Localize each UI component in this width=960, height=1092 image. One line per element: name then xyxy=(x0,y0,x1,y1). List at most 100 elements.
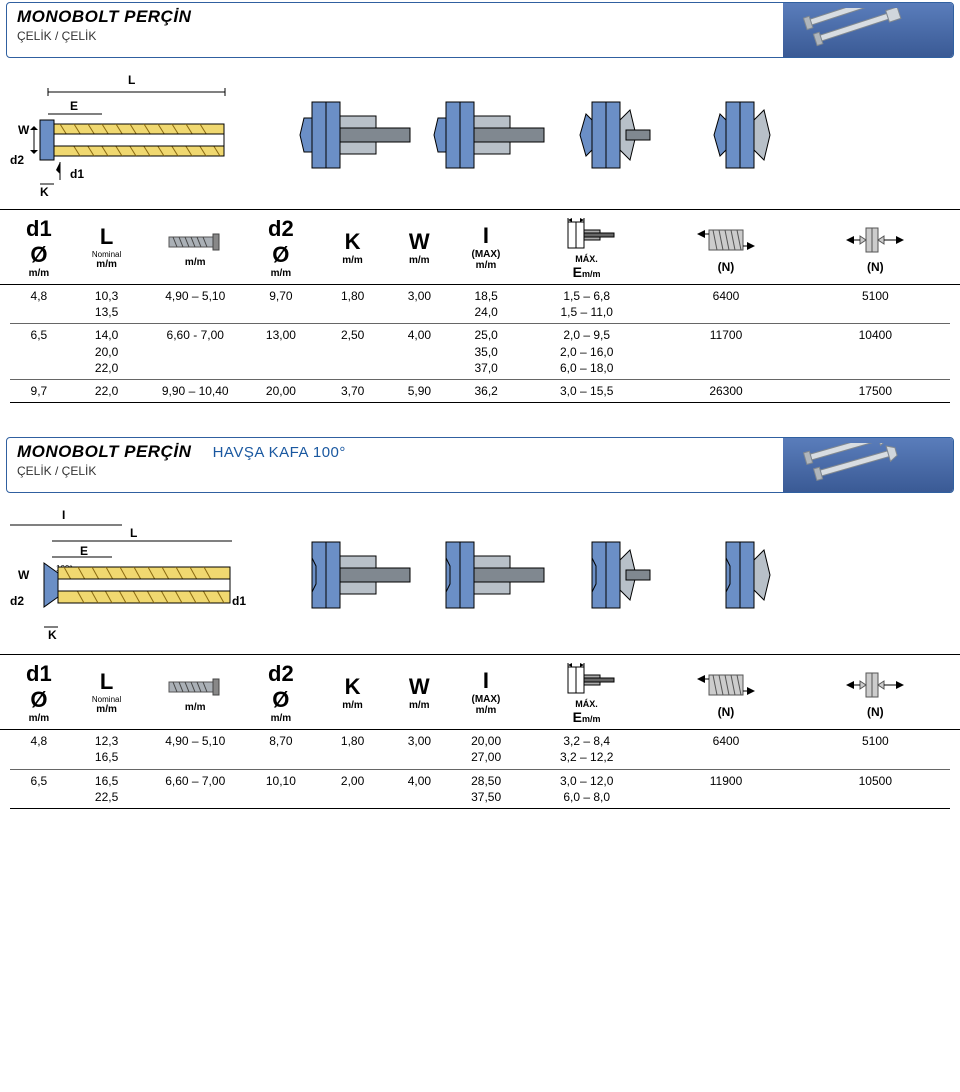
table-row: 6,516,522,56,60 – 7,0010,102,004,0028,50… xyxy=(10,769,950,808)
diagram-install-1b xyxy=(432,70,552,203)
svg-text:W: W xyxy=(18,123,30,137)
titlebar-image-2 xyxy=(783,438,953,492)
section-2: MONOBOLT PERÇİN HAVŞA KAFA 100° ÇELİK / … xyxy=(0,437,960,809)
svg-text:L: L xyxy=(130,526,137,540)
shear-icon xyxy=(691,222,761,258)
cell-tol: 6,60 - 7,00 xyxy=(145,324,245,380)
diagram-row-2: I L E 100º W xyxy=(0,501,960,654)
diagram-install-2c xyxy=(566,510,686,643)
cell-E: 3,0 – 15,5 xyxy=(522,379,651,402)
cell-I: 25,035,037,0 xyxy=(450,324,522,380)
cell-K: 3,70 xyxy=(317,379,389,402)
table-header-1: d1 Ø m/m L Nominal m/m m/m d2 Ø m/m K m/… xyxy=(0,209,960,285)
cell-K: 1,80 xyxy=(317,730,389,769)
table-row: 6,514,020,022,06,60 - 7,0013,002,504,002… xyxy=(10,324,950,380)
cell-d2: 13,00 xyxy=(245,324,317,380)
cell-L: 14,020,022,0 xyxy=(68,324,146,380)
cell-d1: 6,5 xyxy=(10,324,68,380)
cell-I: 18,524,0 xyxy=(450,285,522,324)
screw-icon xyxy=(167,674,223,700)
col-E: MÁX. Em/m xyxy=(522,210,651,284)
cell-N2: 17500 xyxy=(801,379,950,402)
col-W: W m/m xyxy=(388,655,450,729)
cell-L: 12,316,5 xyxy=(68,730,146,769)
col-N2: (N) xyxy=(801,655,950,729)
cell-tol: 4,90 – 5,10 xyxy=(145,285,245,324)
rivet-photo-icon xyxy=(803,443,898,482)
col-K: K m/m xyxy=(317,210,389,284)
cell-L: 16,522,5 xyxy=(68,769,146,808)
section-1: MONOBOLT PERÇİN ÇELİK / ÇELİK xyxy=(0,2,960,403)
cell-I: 20,0027,00 xyxy=(450,730,522,769)
svg-text:W: W xyxy=(18,568,30,582)
titlebar-1: MONOBOLT PERÇİN ÇELİK / ÇELİK xyxy=(6,2,954,58)
diagram-install-1c xyxy=(566,70,686,203)
svg-text:E: E xyxy=(70,99,78,113)
cell-N1: 26300 xyxy=(651,379,800,402)
cell-d1: 9,7 xyxy=(10,379,68,402)
titlebar-left-1: MONOBOLT PERÇİN ÇELİK / ÇELİK xyxy=(7,3,783,57)
cell-E: 3,2 – 8,43,2 – 12,2 xyxy=(522,730,651,769)
svg-text:d2: d2 xyxy=(10,153,24,167)
svg-text:d1: d1 xyxy=(70,167,84,181)
cell-E: 3,0 – 12,06,0 – 8,0 xyxy=(522,769,651,808)
diagram-install-1a xyxy=(298,70,418,203)
col-d1: d1 Ø m/m xyxy=(10,210,68,284)
col-I: I (MAX) m/m xyxy=(450,210,522,284)
col-N2: (N) xyxy=(801,210,950,284)
tensile-icon xyxy=(840,667,910,703)
cell-tol: 4,90 – 5,10 xyxy=(145,730,245,769)
svg-text:L: L xyxy=(128,73,135,87)
rivet-photo-icon xyxy=(803,8,900,46)
cell-L: 10,313,5 xyxy=(68,285,146,324)
cell-W: 4,00 xyxy=(389,324,451,380)
cell-N2: 5100 xyxy=(801,285,950,324)
cell-d2: 10,10 xyxy=(245,769,317,808)
col-K: K m/m xyxy=(317,655,389,729)
col-d1: d1 Ø m/m xyxy=(10,655,68,729)
title-2: MONOBOLT PERÇİN HAVŞA KAFA 100° xyxy=(17,442,773,462)
screw-icon xyxy=(167,229,223,255)
svg-text:K: K xyxy=(40,185,49,199)
titlebar-left-2: MONOBOLT PERÇİN HAVŞA KAFA 100° ÇELİK / … xyxy=(7,438,783,492)
cell-d2: 8,70 xyxy=(245,730,317,769)
cell-W: 3,00 xyxy=(388,730,450,769)
cell-d1: 4,8 xyxy=(10,730,68,769)
cell-I: 28,5037,50 xyxy=(450,769,522,808)
diagram-row-1: L E W xyxy=(0,66,960,209)
cell-d1: 4,8 xyxy=(10,285,68,324)
cell-I: 36,2 xyxy=(450,379,522,402)
cell-N2: 10400 xyxy=(801,324,950,380)
cell-d2: 20,00 xyxy=(245,379,317,402)
cell-W: 3,00 xyxy=(389,285,451,324)
diagram-install-2a xyxy=(298,510,418,643)
cell-L: 22,0 xyxy=(68,379,146,402)
col-N1: (N) xyxy=(651,655,800,729)
diagram-install-2d xyxy=(700,510,820,643)
grip-icon xyxy=(556,216,618,252)
table-row: 9,722,09,90 – 10,4020,003,705,9036,23,0 … xyxy=(10,379,950,402)
cell-E: 2,0 – 9,52,0 – 16,06,0 – 18,0 xyxy=(522,324,651,380)
subtitle-1: ÇELİK / ÇELİK xyxy=(17,29,773,43)
cell-tol: 9,90 – 10,40 xyxy=(145,379,245,402)
data-table-1: 4,810,313,54,90 – 5,109,701,803,0018,524… xyxy=(10,285,950,403)
col-d2: d2 Ø m/m xyxy=(245,210,317,284)
shear-icon xyxy=(691,667,761,703)
col-tol: m/m xyxy=(145,210,245,284)
cell-N1: 6400 xyxy=(651,285,800,324)
col-N1: (N) xyxy=(651,210,800,284)
cell-K: 1,80 xyxy=(317,285,389,324)
cell-K: 2,00 xyxy=(317,769,389,808)
cell-K: 2,50 xyxy=(317,324,389,380)
cell-d2: 9,70 xyxy=(245,285,317,324)
data-table-2: 4,812,316,54,90 – 5,108,701,803,0020,002… xyxy=(10,730,950,809)
svg-text:E: E xyxy=(80,544,88,558)
cell-N1: 6400 xyxy=(651,730,800,769)
diagram-side-view-1: L E W xyxy=(10,70,240,203)
svg-text:d1: d1 xyxy=(232,594,246,608)
col-L: L Nominal m/m xyxy=(68,655,146,729)
table-header-2: d1 Ø m/m L Nominal m/m m/m d2 Ø m/m K m/… xyxy=(0,654,960,730)
subtitle-2: ÇELİK / ÇELİK xyxy=(17,464,773,478)
cell-E: 1,5 – 6,81,5 – 11,0 xyxy=(522,285,651,324)
col-E: MÁX. Em/m xyxy=(522,655,651,729)
